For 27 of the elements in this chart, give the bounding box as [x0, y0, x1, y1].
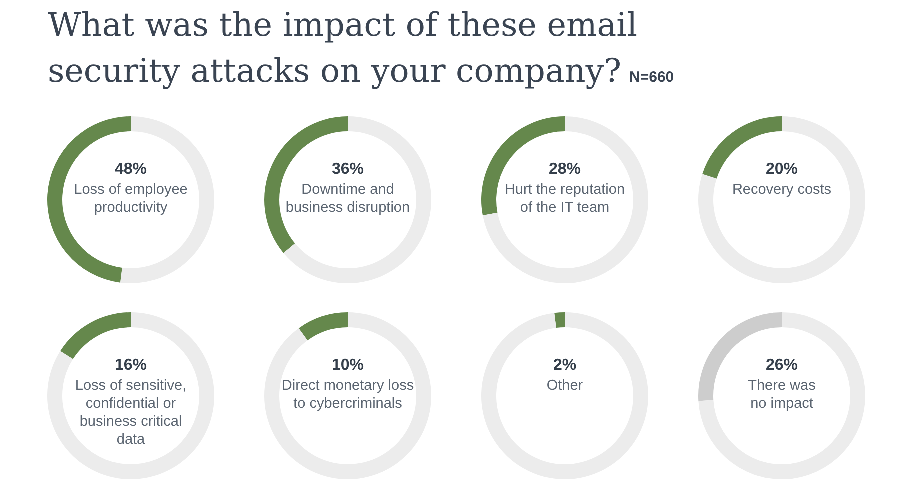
data-label: 16%: [114, 357, 148, 374]
slice-label: Loss of sensitive, confidential or business critical data: [75, 378, 187, 448]
donut-slice: [284, 116, 432, 284]
donut-slice: [298, 312, 348, 341]
slice-label: Loss of employee productivity: [74, 182, 188, 216]
data-label: 36%: [332, 161, 364, 178]
donut-slice: [698, 116, 866, 284]
slice-label: Downtime and business disruption: [286, 182, 410, 216]
donut-slice: [482, 312, 648, 480]
slice-label: Other: [546, 378, 584, 394]
donut-slice: [60, 312, 131, 360]
slice-label: Recovery costs: [732, 182, 832, 198]
data-label: 48%: [114, 161, 148, 178]
chart-subtitle: N=660: [630, 69, 674, 86]
donut-slice: [264, 312, 432, 480]
data-label: 26%: [766, 357, 798, 374]
donut-slice: [48, 312, 214, 480]
donut-slice: [554, 312, 565, 328]
slice-label: Direct monetary loss to cybercriminals: [282, 378, 414, 412]
data-label: 2%: [553, 357, 577, 374]
donut-slice: [482, 116, 648, 284]
donut-slice: [698, 312, 866, 480]
data-label: 10%: [332, 357, 364, 374]
slice-label: There was no impact: [748, 378, 816, 412]
slice-label: Hurt the reputation of the IT team: [504, 182, 626, 216]
data-label: 28%: [548, 161, 582, 178]
data-label: 20%: [766, 161, 798, 178]
